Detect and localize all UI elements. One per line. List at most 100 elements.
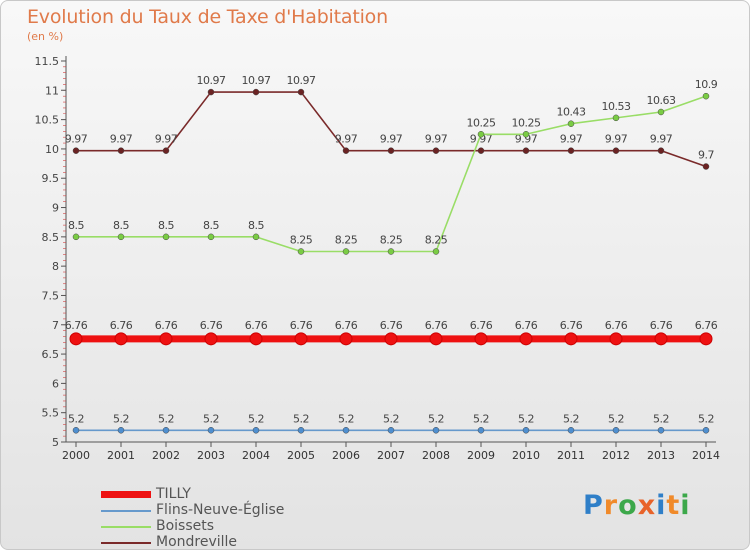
data-point	[519, 332, 533, 346]
data-point	[114, 332, 128, 346]
data-point	[72, 147, 80, 154]
data-point	[387, 427, 395, 434]
data-point	[564, 332, 578, 346]
x-tick-label: 2012	[602, 449, 630, 462]
data-label: 5.2	[113, 412, 129, 425]
data-point	[567, 120, 575, 127]
data-point	[522, 131, 530, 138]
data-label: 9.97	[560, 133, 583, 146]
y-tick-label: 10.5	[35, 114, 60, 127]
data-label: 5.2	[563, 412, 579, 425]
data-label: 5.2	[158, 412, 174, 425]
data-point	[162, 147, 170, 154]
proxiti-logo: Proxiti	[583, 490, 691, 521]
data-point	[477, 131, 485, 138]
chart-legend: TILLY Flins-Neuve-Église Boissets Mondrevil…	[101, 486, 361, 549]
y-tick-label: 10	[45, 143, 59, 156]
data-point	[612, 427, 620, 434]
data-point	[252, 233, 260, 241]
data-label: 6.76	[560, 319, 583, 332]
data-point	[567, 427, 575, 434]
y-tick-label: 6.5	[42, 348, 60, 361]
data-label: 8.25	[335, 234, 358, 247]
data-label: 10.63	[647, 94, 676, 107]
x-tick-label: 2004	[242, 449, 270, 462]
data-point	[162, 233, 170, 241]
data-label: 6.76	[695, 319, 718, 332]
data-point	[159, 332, 173, 346]
data-point	[72, 427, 80, 434]
x-tick-label: 2002	[152, 449, 180, 462]
data-label: 5.2	[248, 412, 264, 425]
logo-letter: i	[656, 490, 667, 521]
x-tick-label: 2011	[557, 449, 585, 462]
x-tick-label: 2008	[422, 449, 450, 462]
data-label: 8.25	[380, 234, 403, 247]
data-label: 9.97	[335, 133, 358, 146]
data-point	[384, 332, 398, 346]
data-point	[342, 248, 350, 255]
data-label: 6.76	[470, 319, 493, 332]
data-label: 8.5	[203, 219, 219, 232]
data-label: 6.76	[155, 319, 178, 332]
data-point	[702, 92, 710, 100]
data-label: 5.2	[608, 412, 624, 425]
data-point	[609, 332, 623, 346]
data-label: 8.5	[248, 219, 264, 232]
data-label: 9.97	[470, 133, 493, 146]
y-tick-label: 9.5	[42, 172, 60, 185]
data-point	[432, 427, 440, 434]
y-tick-label: 7	[52, 319, 59, 332]
data-point	[567, 147, 575, 154]
data-point	[654, 332, 668, 346]
data-point	[252, 88, 260, 96]
data-label: 10.97	[242, 74, 271, 87]
data-point	[702, 427, 710, 434]
data-label: 6.76	[200, 319, 223, 332]
data-point	[699, 332, 713, 346]
legend-label: Boissets	[156, 518, 215, 534]
data-label: 8.5	[158, 219, 174, 232]
data-label: 10.9	[695, 78, 718, 91]
logo-letter: t	[666, 490, 681, 521]
data-label: 9.97	[605, 133, 628, 146]
chart-title: Evolution du Taux de Taxe d'Habitation	[27, 6, 388, 28]
data-label: 9.7	[698, 149, 714, 162]
data-point	[657, 427, 665, 434]
data-label: 10.43	[557, 106, 586, 119]
data-label: 6.76	[425, 319, 448, 332]
y-tick-label: 9	[52, 202, 59, 215]
data-point	[117, 233, 125, 241]
data-point	[432, 147, 440, 154]
y-tick-label: 5.5	[42, 407, 60, 420]
logo-letter: r	[603, 490, 619, 521]
data-point	[702, 163, 710, 170]
y-tick-label: 6	[52, 377, 59, 390]
x-tick-label: 2010	[512, 449, 540, 462]
legend-swatch	[101, 491, 151, 498]
data-point	[474, 332, 488, 346]
legend-swatch	[101, 526, 151, 528]
data-label: 8.5	[68, 219, 84, 232]
data-point	[252, 427, 260, 434]
x-tick-label: 2006	[332, 449, 360, 462]
data-label: 5.2	[203, 412, 219, 425]
data-label: 5.2	[518, 412, 534, 425]
data-label: 5.2	[293, 412, 309, 425]
data-label: 6.76	[65, 319, 88, 332]
data-label: 9.97	[380, 133, 403, 146]
data-label: 10.97	[197, 74, 226, 87]
data-label: 9.97	[65, 133, 88, 146]
x-tick-label: 2009	[467, 449, 495, 462]
data-label: 10.25	[512, 116, 541, 129]
legend-swatch	[101, 542, 151, 544]
x-tick-label: 2013	[647, 449, 675, 462]
data-label: 5.2	[338, 412, 354, 425]
data-point	[297, 427, 305, 434]
x-tick-label: 2007	[377, 449, 405, 462]
data-label: 5.2	[653, 412, 669, 425]
data-point	[522, 147, 530, 154]
data-label: 10.53	[602, 100, 631, 113]
